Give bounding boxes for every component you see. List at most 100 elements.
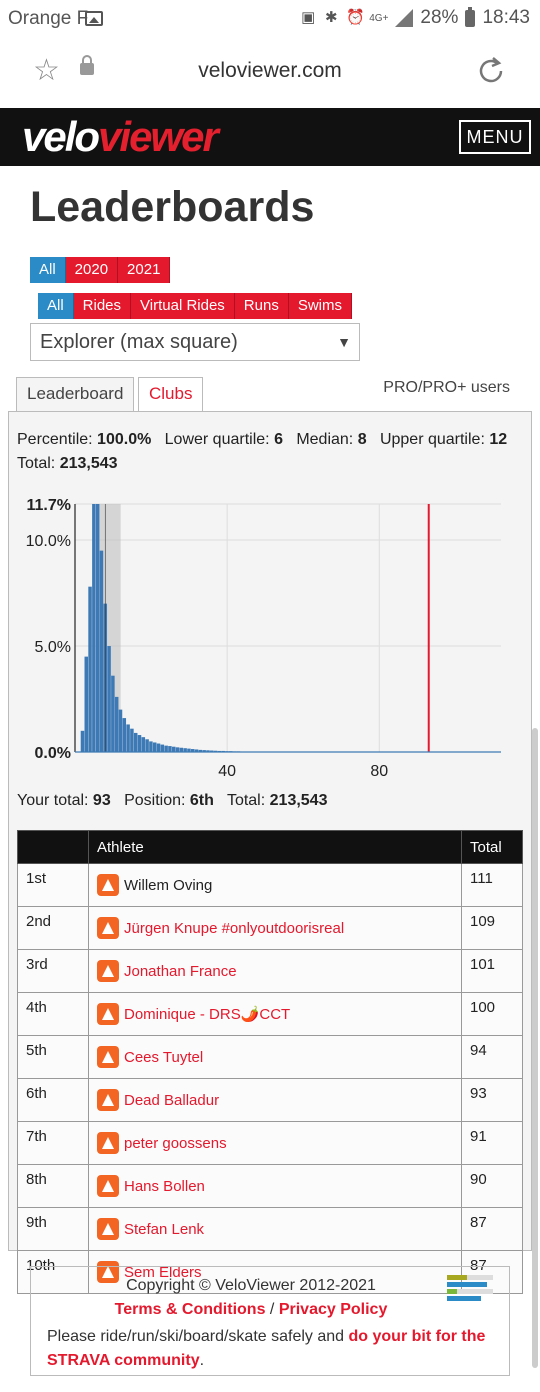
reload-icon[interactable]: [475, 55, 507, 87]
row-total: 93: [461, 1078, 523, 1122]
strava-community-link[interactable]: do your bit for the STRAVA community: [47, 1328, 486, 1369]
lock-icon[interactable]: [80, 55, 94, 75]
metric-select[interactable]: Explorer (max square) ▼: [30, 323, 360, 361]
signal-icon: [395, 9, 414, 27]
leaderboard-table: Athlete Total 1st Willem Oving 111 2nd Jürge…: [17, 830, 523, 1294]
year-filter-all[interactable]: All: [30, 257, 66, 283]
year-filter-2020[interactable]: 2020: [65, 257, 119, 283]
bluetooth-icon: ✱: [324, 9, 338, 26]
athlete-name[interactable]: Dominique - DRS🌶️CCT: [124, 1006, 291, 1023]
histogram-bar: [187, 748, 191, 752]
clock: 18:43: [482, 7, 530, 28]
status-bar: Orange F ▣ ✱ ⏰ 4G+ 28% 18:43: [0, 0, 540, 38]
menu-button[interactable]: MENU: [459, 120, 531, 154]
strava-icon[interactable]: [97, 1089, 119, 1111]
carrier-name: Orange F: [8, 8, 89, 29]
x-tick-label: 80: [370, 763, 388, 780]
row-position: 7th: [17, 1121, 89, 1165]
histogram-bar: [171, 746, 176, 752]
athlete-name[interactable]: Sem Elders: [124, 1263, 202, 1281]
row-athlete[interactable]: Jürgen Knupe #onlyoutdoorisreal: [88, 906, 462, 950]
page-title: Leaderboards: [30, 183, 315, 231]
year-filter-2021[interactable]: 2021: [118, 257, 171, 283]
tab-clubs[interactable]: Clubs: [138, 377, 204, 411]
row-position: 5th: [17, 1035, 89, 1079]
athlete-name[interactable]: Dead Balladur: [124, 1091, 220, 1109]
histogram-bar: [164, 745, 168, 752]
strava-icon[interactable]: [97, 1218, 119, 1240]
histogram-bar: [206, 750, 210, 752]
leaderboard-panel: Percentile: 100.0% Lower quartile: 6 Med…: [8, 411, 532, 1294]
page-scrollbar[interactable]: [532, 728, 538, 1368]
histogram-bar: [141, 737, 146, 752]
row-total: 94: [461, 1035, 523, 1079]
metric-select-value: Explorer (max square): [40, 331, 238, 353]
veloviewer-logo[interactable]: veloviewer: [22, 113, 219, 160]
histogram-bar: [160, 744, 165, 752]
total-value: 213,543: [59, 455, 118, 472]
table-row: 7th peter goossens 91: [17, 1121, 523, 1165]
bookmark-star-icon[interactable]: ☆: [33, 54, 60, 87]
sport-filter-swims[interactable]: Swims: [288, 293, 352, 319]
row-total: 90: [461, 1164, 523, 1208]
sport-filter-rides[interactable]: Rides: [73, 293, 132, 319]
row-athlete[interactable]: Dominique - DRS🌶️CCT: [88, 992, 462, 1036]
table-row: 4th Dominique - DRS🌶️CCT 100: [17, 992, 523, 1036]
header-position[interactable]: [17, 830, 89, 864]
sport-filter-runs[interactable]: Runs: [234, 293, 289, 319]
row-position: 2nd: [17, 906, 89, 950]
strava-icon[interactable]: [97, 960, 119, 982]
url-text[interactable]: veloviewer.com: [198, 59, 342, 82]
strava-icon[interactable]: [97, 917, 119, 939]
strava-icon[interactable]: [97, 1046, 119, 1068]
histogram-bar: [183, 748, 187, 752]
histogram-bar: [84, 656, 89, 752]
histogram-bar: [133, 732, 138, 752]
y-tick-label: 5.0%: [35, 639, 71, 656]
browser-url-bar: ☆ veloviewer.com: [0, 38, 540, 108]
tab-leaderboard[interactable]: Leaderboard: [16, 377, 135, 413]
your-position-line: Your total: 93 Position: 6th Total: 213,…: [17, 792, 328, 809]
athlete-name[interactable]: Stefan Lenk: [124, 1220, 205, 1238]
image-notification-icon: [85, 11, 103, 26]
terms-link[interactable]: Terms & Conditions: [114, 1301, 266, 1318]
table-row: 1st Willem Oving 111: [17, 863, 523, 907]
row-athlete[interactable]: Jonathan France: [88, 949, 462, 993]
year-filter: All 2020 2021: [30, 257, 171, 283]
athlete-name[interactable]: Hans Bollen: [124, 1177, 205, 1195]
athlete-name[interactable]: Jürgen Knupe #onlyoutdoorisreal: [124, 919, 345, 937]
row-athlete[interactable]: Hans Bollen: [88, 1164, 462, 1208]
header-total[interactable]: Total: [461, 830, 523, 864]
site-header: veloviewer MENU: [0, 108, 540, 166]
table-row: 6th Dead Balladur 93: [17, 1078, 523, 1122]
veloviewer-bars-logo: [447, 1275, 493, 1301]
percentile-value: 100.0%: [97, 431, 152, 448]
position-value: 6th: [189, 792, 214, 809]
sport-filter-all[interactable]: All: [38, 293, 74, 319]
row-athlete[interactable]: Stefan Lenk: [88, 1207, 462, 1251]
strava-icon[interactable]: [97, 874, 119, 896]
strava-icon[interactable]: [97, 1003, 119, 1025]
header-athlete[interactable]: Athlete: [88, 830, 462, 864]
row-athlete[interactable]: Sem Elders: [88, 1250, 462, 1294]
histogram-bar: [198, 749, 203, 752]
row-position: 6th: [17, 1078, 89, 1122]
strava-icon[interactable]: [97, 1132, 119, 1154]
athlete-name[interactable]: peter goossens: [124, 1134, 227, 1152]
athlete-name[interactable]: Cees Tuytel: [124, 1048, 204, 1066]
histogram-bar: [111, 675, 115, 752]
athlete-name[interactable]: Willem Oving: [124, 876, 213, 894]
row-total: 101: [461, 949, 523, 993]
athlete-name[interactable]: Jonathan France: [124, 962, 237, 980]
row-athlete[interactable]: Dead Balladur: [88, 1078, 462, 1122]
row-athlete[interactable]: Willem Oving: [88, 863, 462, 907]
battery-icon: [465, 6, 476, 27]
row-athlete[interactable]: peter goossens: [88, 1121, 462, 1165]
sport-filter-virtual-rides[interactable]: Virtual Rides: [131, 293, 235, 319]
privacy-link[interactable]: Privacy Policy: [278, 1301, 388, 1318]
row-position: 9th: [17, 1207, 89, 1251]
row-athlete[interactable]: Cees Tuytel: [88, 1035, 462, 1079]
table-header-row: Athlete Total: [17, 830, 523, 864]
histogram-bar: [88, 586, 92, 752]
strava-icon[interactable]: [97, 1175, 119, 1197]
